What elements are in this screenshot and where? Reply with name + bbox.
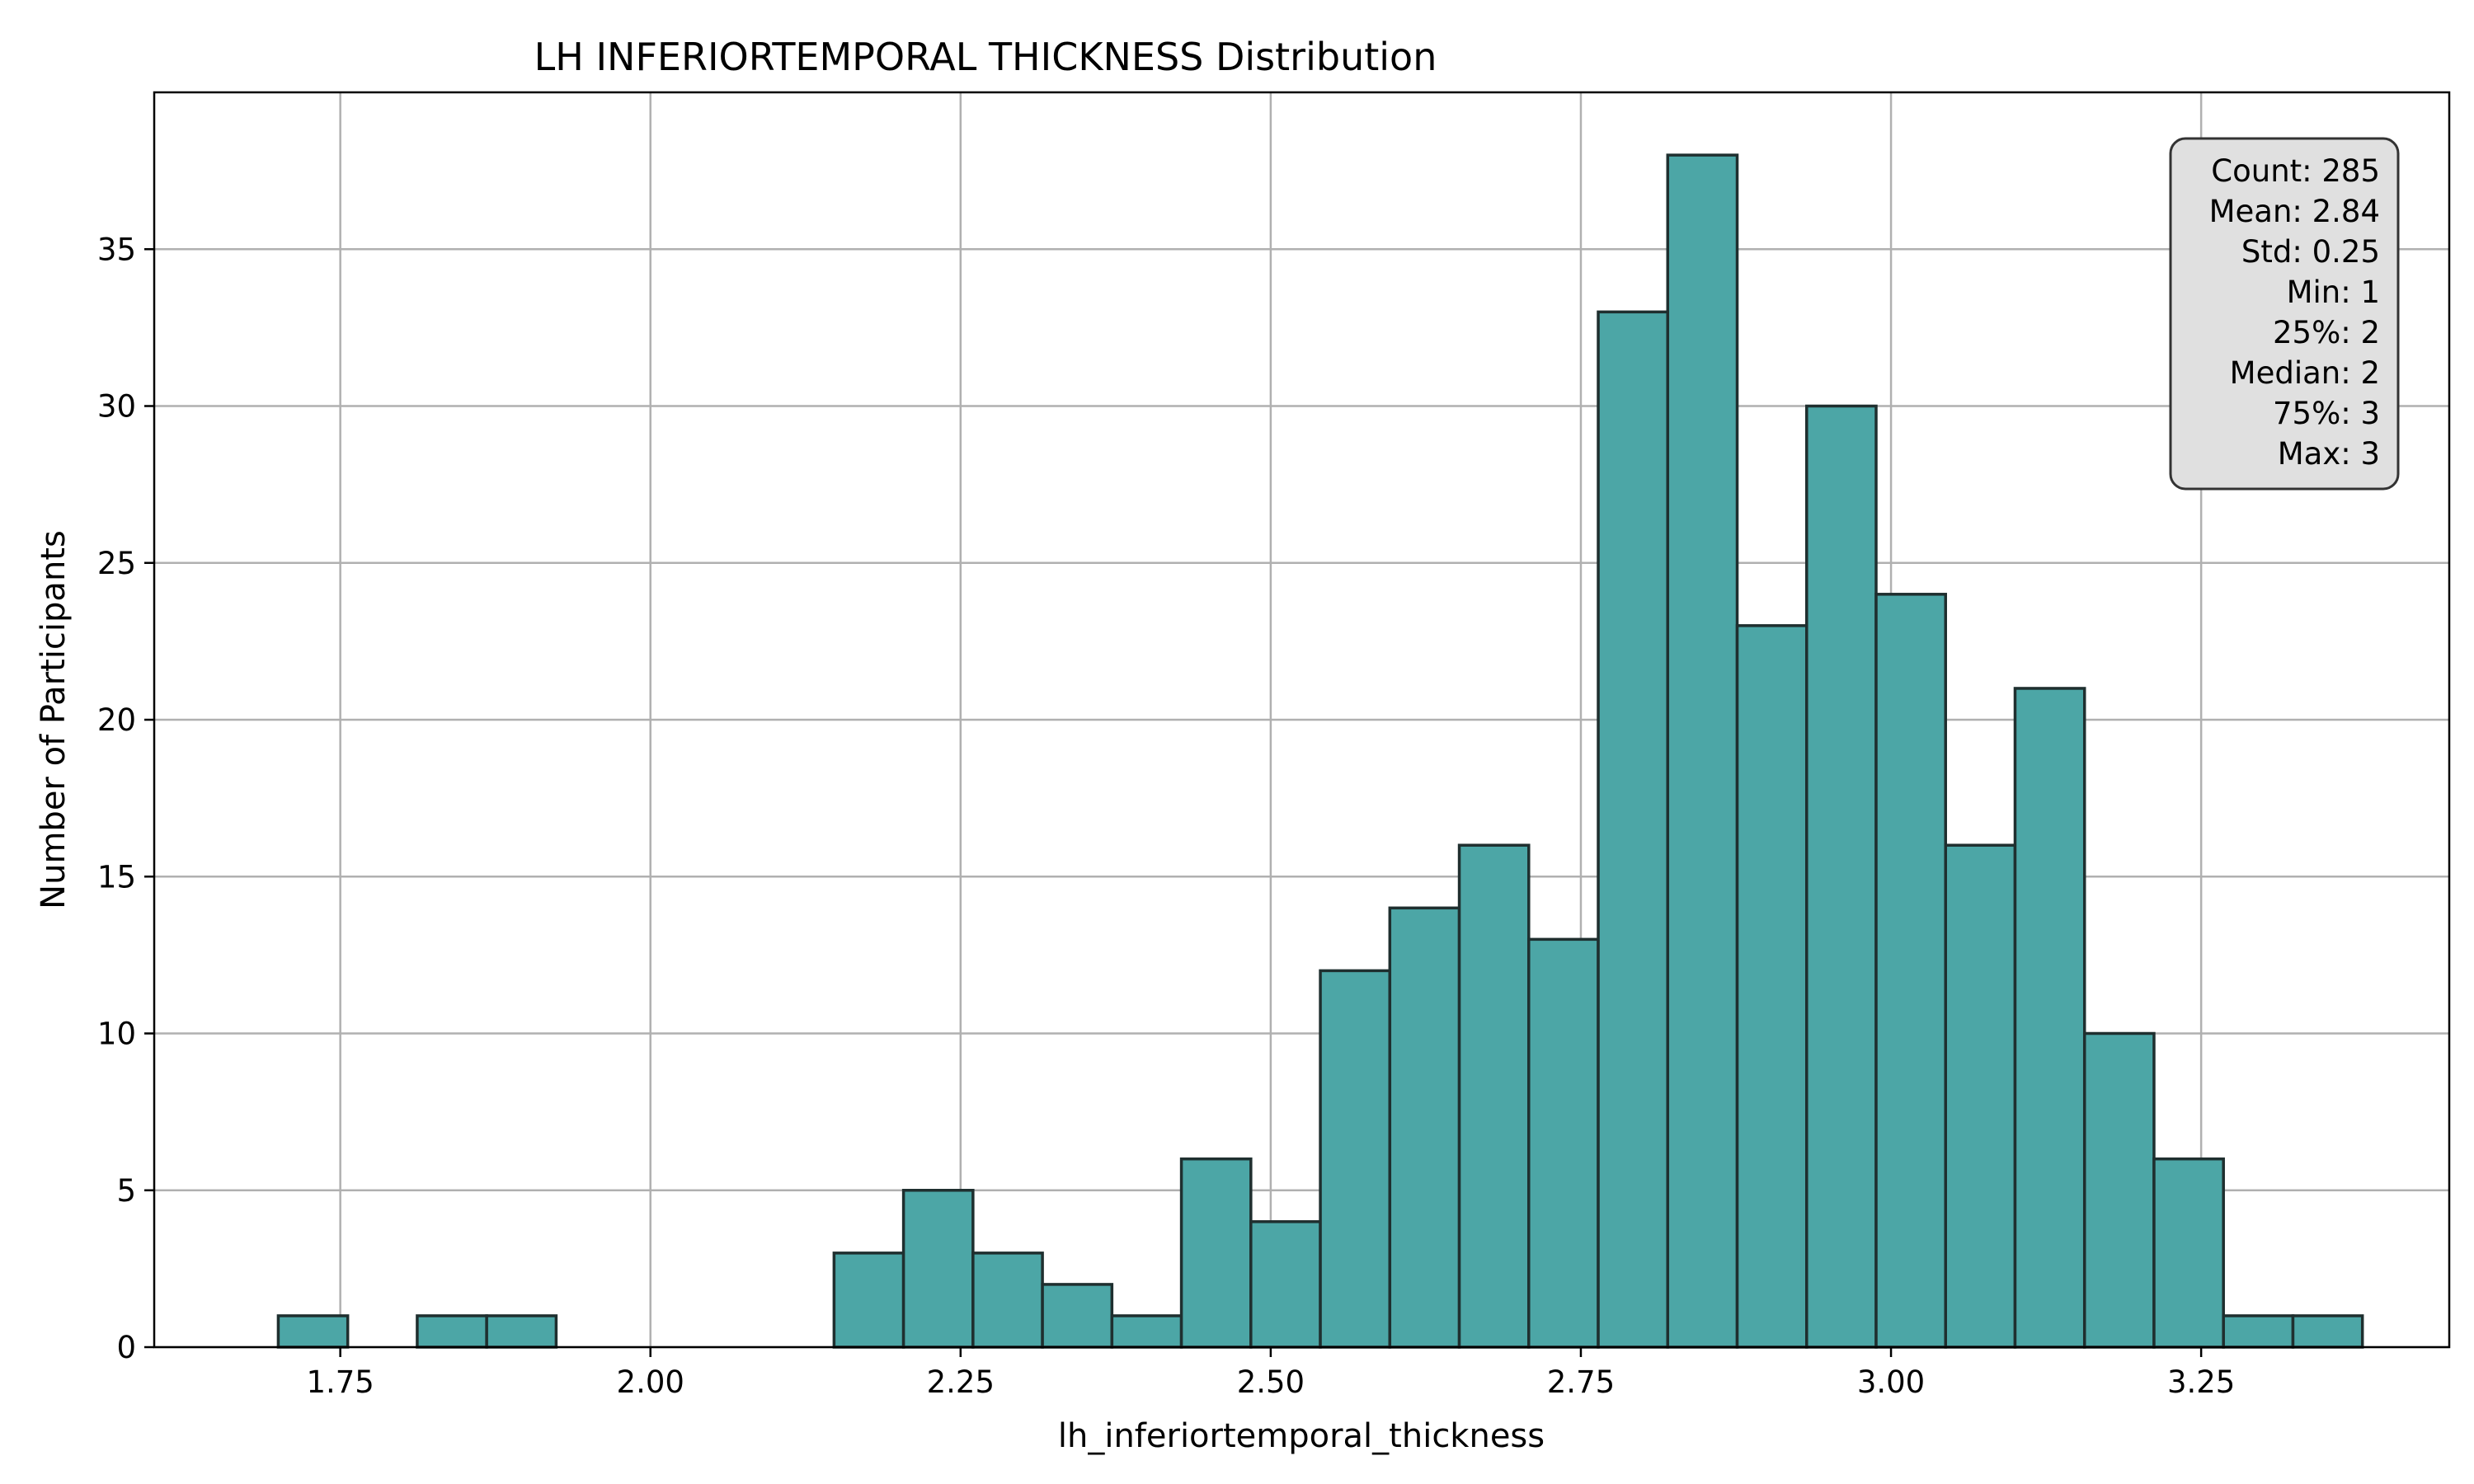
- x-tick-label: 1.75: [306, 1364, 374, 1400]
- x-axis-title: lh_inferiortemporal_thickness: [1058, 1417, 1545, 1455]
- histogram-bar: [1666, 153, 1739, 1349]
- histogram-bar: [416, 1314, 488, 1349]
- stats-line: Mean: 2.84: [2209, 194, 2380, 229]
- histogram-bar: [901, 1189, 975, 1349]
- x-tick-label: 2.75: [1547, 1364, 1615, 1400]
- x-tick-label: 2.25: [927, 1364, 995, 1400]
- histogram-bar: [1319, 969, 1392, 1349]
- y-tick-label: 30: [97, 389, 136, 425]
- stats-line: Std: 0.25: [2241, 234, 2380, 270]
- histogram-bar: [1388, 906, 1461, 1349]
- histogram-bar: [2082, 1031, 2156, 1349]
- histogram-bar: [1457, 843, 1531, 1349]
- histogram-bar: [485, 1314, 558, 1349]
- stats-line: Count: 285: [2211, 153, 2380, 189]
- y-tick-label: 15: [97, 859, 136, 895]
- histogram-bar: [1874, 593, 1947, 1349]
- chart-title: LH INFERIORTEMPORAL THICKNESS Distributi…: [534, 35, 1437, 79]
- stats-line: 25%: 2: [2273, 315, 2380, 350]
- stats-line: Min: 1: [2287, 275, 2380, 310]
- stats-box-background: [2169, 137, 2400, 491]
- y-tick-label: 20: [97, 702, 136, 738]
- stats-line: Median: 2: [2230, 355, 2380, 391]
- y-tick-label: 0: [116, 1330, 136, 1365]
- histogram-bar: [1249, 1220, 1322, 1349]
- y-axis-title: Number of Participants: [35, 530, 73, 909]
- histogram-bar: [1110, 1314, 1183, 1349]
- histogram-bar: [1179, 1157, 1253, 1349]
- x-axis-ticks: 1.75 2.00 2.25 2.50 2.75 3.00 3.25: [306, 1347, 2235, 1400]
- y-tick-label: 35: [97, 232, 136, 267]
- x-tick-label: 3.00: [1857, 1364, 1925, 1400]
- histogram-bars: [276, 153, 2364, 1349]
- stats-line: Max: 3: [2278, 436, 2380, 472]
- histogram-bar: [1041, 1283, 1114, 1349]
- histogram-bar: [2013, 687, 2086, 1349]
- histogram-bar: [1597, 310, 1670, 1349]
- histogram-bar: [1735, 624, 1808, 1349]
- histogram-bar: [2152, 1157, 2225, 1349]
- histogram-bar: [832, 1252, 905, 1349]
- histogram-bar: [276, 1314, 350, 1349]
- y-tick-label: 25: [97, 546, 136, 581]
- histogram-bar: [2291, 1314, 2364, 1349]
- stats-box: Count: 285 Mean: 2.84 Std: 0.25 Min: 1 25%: …: [2169, 137, 2400, 491]
- y-tick-label: 10: [97, 1017, 136, 1052]
- histogram-bar: [2222, 1314, 2295, 1349]
- stats-lines: Count: 285 Mean: 2.84 Std: 0.25 Min: 1 25%: …: [2209, 153, 2380, 472]
- y-tick-label: 5: [116, 1173, 136, 1209]
- histogram-bar: [971, 1252, 1044, 1349]
- stats-line: 75%: 3: [2273, 396, 2380, 431]
- y-axis-ticks: 0 5 10 15 20 25 30 35: [97, 232, 154, 1365]
- histogram-bar: [1944, 843, 2017, 1349]
- x-tick-label: 2.50: [1237, 1364, 1305, 1400]
- x-tick-label: 2.00: [617, 1364, 684, 1400]
- x-tick-label: 3.25: [2167, 1364, 2235, 1400]
- histogram-bar: [1805, 404, 1878, 1349]
- histogram-bar: [1527, 937, 1600, 1349]
